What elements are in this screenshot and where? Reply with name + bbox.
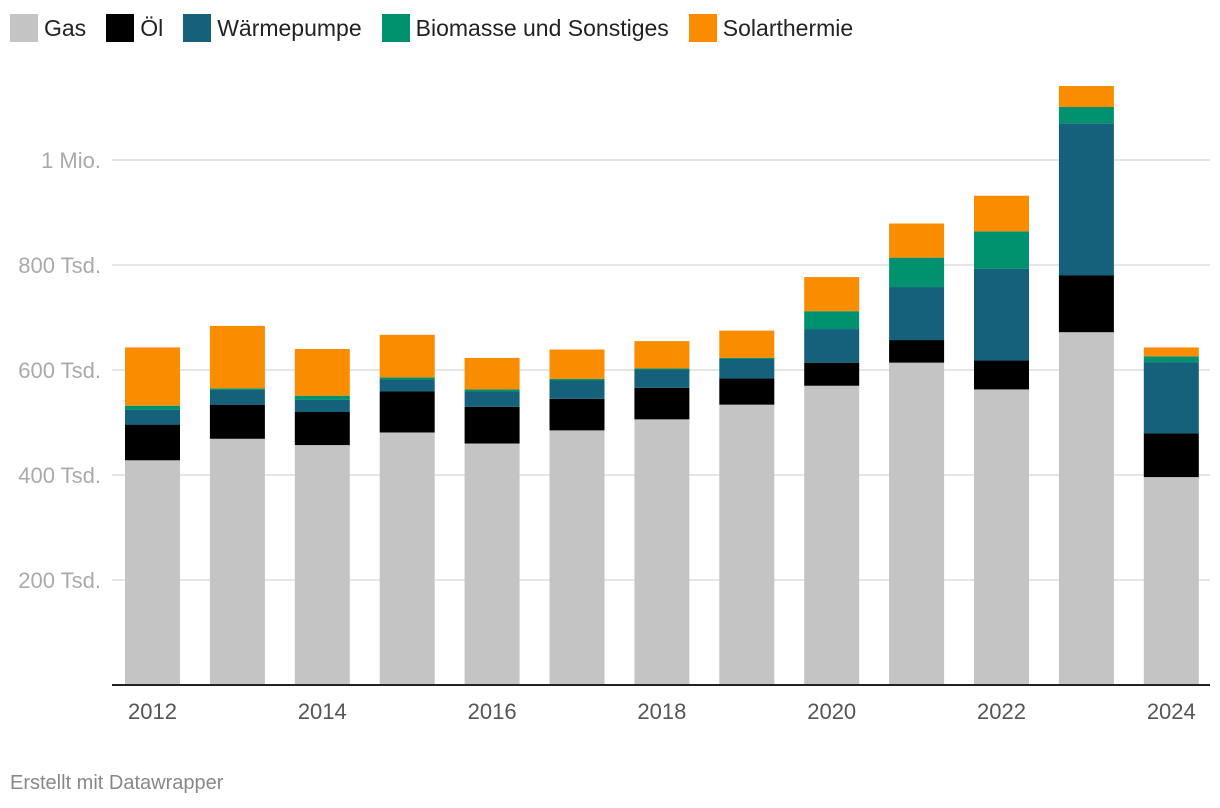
- y-tick-label-3: 800 Tsd.: [18, 253, 101, 278]
- legend-swatch-oel: [106, 14, 135, 42]
- bar-2016-gas: [464, 443, 520, 685]
- bar-2012-gas: [125, 460, 180, 685]
- bar-2015-biomasse-und-sonstiges: [379, 377, 435, 380]
- legend-item-waermepumpe: Wärmepumpe: [183, 14, 362, 42]
- x-tick-label-2014: 2014: [298, 699, 347, 724]
- bar-2020-wärmepumpe: [804, 329, 860, 363]
- legend-label-oel: Öl: [140, 14, 164, 41]
- bar-2018-wärmepumpe: [634, 369, 690, 388]
- bar-2022-biomasse-und-sonstiges: [974, 231, 1029, 269]
- bar-2019-gas: [719, 404, 775, 685]
- y-tick-label-4: 1 Mio.: [41, 148, 101, 173]
- bar-2024-gas: [1143, 477, 1199, 685]
- x-tick-label-2022: 2022: [977, 699, 1026, 724]
- legend-item-solarthermie: Solarthermie: [688, 14, 854, 42]
- legend: Gas Öl Wärmepumpe Biomasse und Sonstiges…: [10, 12, 873, 44]
- bar-2023-solarthermie: [1058, 85, 1114, 107]
- bar-2024-öl: [1143, 433, 1199, 478]
- legend-item-oel: Öl: [106, 14, 163, 42]
- x-axis-labels: 2012 2014 2016 2018 2020 2022 2024: [128, 699, 1196, 724]
- bar-2015-öl: [379, 391, 435, 433]
- footer-credit: Erstellt mit Datawrapper: [10, 772, 224, 794]
- legend-swatch-waermepumpe: [183, 14, 212, 42]
- bar-2013-biomasse-und-sonstiges: [209, 388, 265, 390]
- legend-swatch-biomasse: [381, 14, 410, 42]
- bar-2018-biomasse-und-sonstiges: [634, 368, 690, 370]
- bar-2017-gas: [549, 430, 605, 685]
- bar-2022-gas: [974, 389, 1029, 685]
- bar-2022-solarthermie: [974, 195, 1029, 232]
- bar-2019-wärmepumpe: [719, 358, 775, 379]
- bar-2017-wärmepumpe: [549, 380, 605, 399]
- y-axis-labels: 200 Tsd. 400 Tsd. 600 Tsd. 800 Tsd. 1 Mio.: [18, 148, 101, 593]
- bar-2013-öl: [209, 404, 265, 439]
- legend-swatch-solarthermie: [688, 14, 717, 42]
- bar-2014-wärmepumpe: [294, 399, 350, 412]
- legend-item-gas: Gas: [10, 14, 86, 42]
- legend-label-solarthermie: Solarthermie: [722, 14, 854, 41]
- bar-2014-öl: [294, 412, 350, 446]
- legend-item-biomasse: Biomasse und Sonstiges: [381, 14, 669, 42]
- legend-label-gas: Gas: [44, 14, 87, 41]
- bar-2019-biomasse-und-sonstiges: [719, 357, 775, 359]
- bar-2024-wärmepumpe: [1143, 362, 1199, 434]
- y-tick-label-0: 200 Tsd.: [18, 568, 101, 593]
- bar-2013-solarthermie: [209, 325, 265, 389]
- bar-2013-wärmepumpe: [209, 389, 265, 405]
- bar-2014-biomasse-und-sonstiges: [294, 395, 350, 400]
- bar-2019-öl: [719, 378, 775, 405]
- bar-2016-öl: [464, 406, 520, 444]
- bar-2015-gas: [379, 432, 435, 685]
- bar-2015-wärmepumpe: [379, 379, 435, 392]
- bars: [125, 85, 1199, 685]
- bar-2020-solarthermie: [804, 277, 860, 312]
- bar-2018-solarthermie: [634, 341, 690, 369]
- bar-2018-öl: [634, 387, 690, 420]
- bar-2015-solarthermie: [379, 334, 435, 378]
- bar-2017-solarthermie: [549, 349, 605, 379]
- x-tick-label-2012: 2012: [128, 699, 177, 724]
- bar-2017-biomasse-und-sonstiges: [549, 378, 605, 381]
- legend-label-waermepumpe: Wärmepumpe: [217, 14, 362, 41]
- bar-2016-solarthermie: [464, 357, 520, 390]
- bar-2020-gas: [804, 385, 860, 685]
- bar-2016-biomasse-und-sonstiges: [464, 389, 520, 392]
- x-tick-label-2020: 2020: [807, 699, 856, 724]
- bar-2023-wärmepumpe: [1058, 123, 1114, 276]
- bar-2013-gas: [209, 438, 265, 685]
- bar-2021-biomasse-und-sonstiges: [889, 257, 945, 288]
- bar-2023-gas: [1058, 332, 1114, 685]
- bar-2021-wärmepumpe: [889, 287, 945, 341]
- x-tick-label-2024: 2024: [1147, 699, 1196, 724]
- bar-2022-öl: [974, 360, 1029, 390]
- bar-2021-solarthermie: [889, 223, 945, 258]
- y-tick-label-2: 600 Tsd.: [18, 358, 101, 383]
- bar-2020-öl: [804, 362, 860, 386]
- legend-swatch-gas: [10, 14, 38, 42]
- bar-2021-gas: [889, 362, 945, 685]
- bar-2012-biomasse-und-sonstiges: [125, 405, 180, 410]
- bar-2020-biomasse-und-sonstiges: [804, 311, 860, 330]
- y-tick-label-1: 400 Tsd.: [18, 463, 101, 488]
- bar-2014-gas: [294, 445, 350, 685]
- bar-2021-öl: [889, 340, 945, 363]
- bar-2017-öl: [549, 398, 605, 431]
- legend-label-biomasse: Biomasse und Sonstiges: [415, 14, 669, 41]
- bar-2012-solarthermie: [125, 347, 180, 406]
- stacked-bar-chart: 200 Tsd. 400 Tsd. 600 Tsd. 800 Tsd. 1 Mio. 2…: [18, 85, 1210, 724]
- bar-2024-solarthermie: [1143, 347, 1199, 357]
- bar-2022-wärmepumpe: [974, 268, 1029, 361]
- bar-2018-gas: [634, 419, 690, 685]
- x-tick-label-2018: 2018: [637, 699, 686, 724]
- bar-2012-wärmepumpe: [125, 409, 180, 425]
- bar-2014-solarthermie: [294, 349, 350, 396]
- bar-2016-wärmepumpe: [464, 391, 520, 407]
- bar-2023-öl: [1058, 275, 1114, 333]
- bar-2024-biomasse-und-sonstiges: [1143, 356, 1199, 363]
- x-tick-label-2016: 2016: [468, 699, 517, 724]
- bar-2012-öl: [125, 424, 180, 461]
- bar-2019-solarthermie: [719, 330, 775, 358]
- bar-2023-biomasse-und-sonstiges: [1058, 106, 1114, 124]
